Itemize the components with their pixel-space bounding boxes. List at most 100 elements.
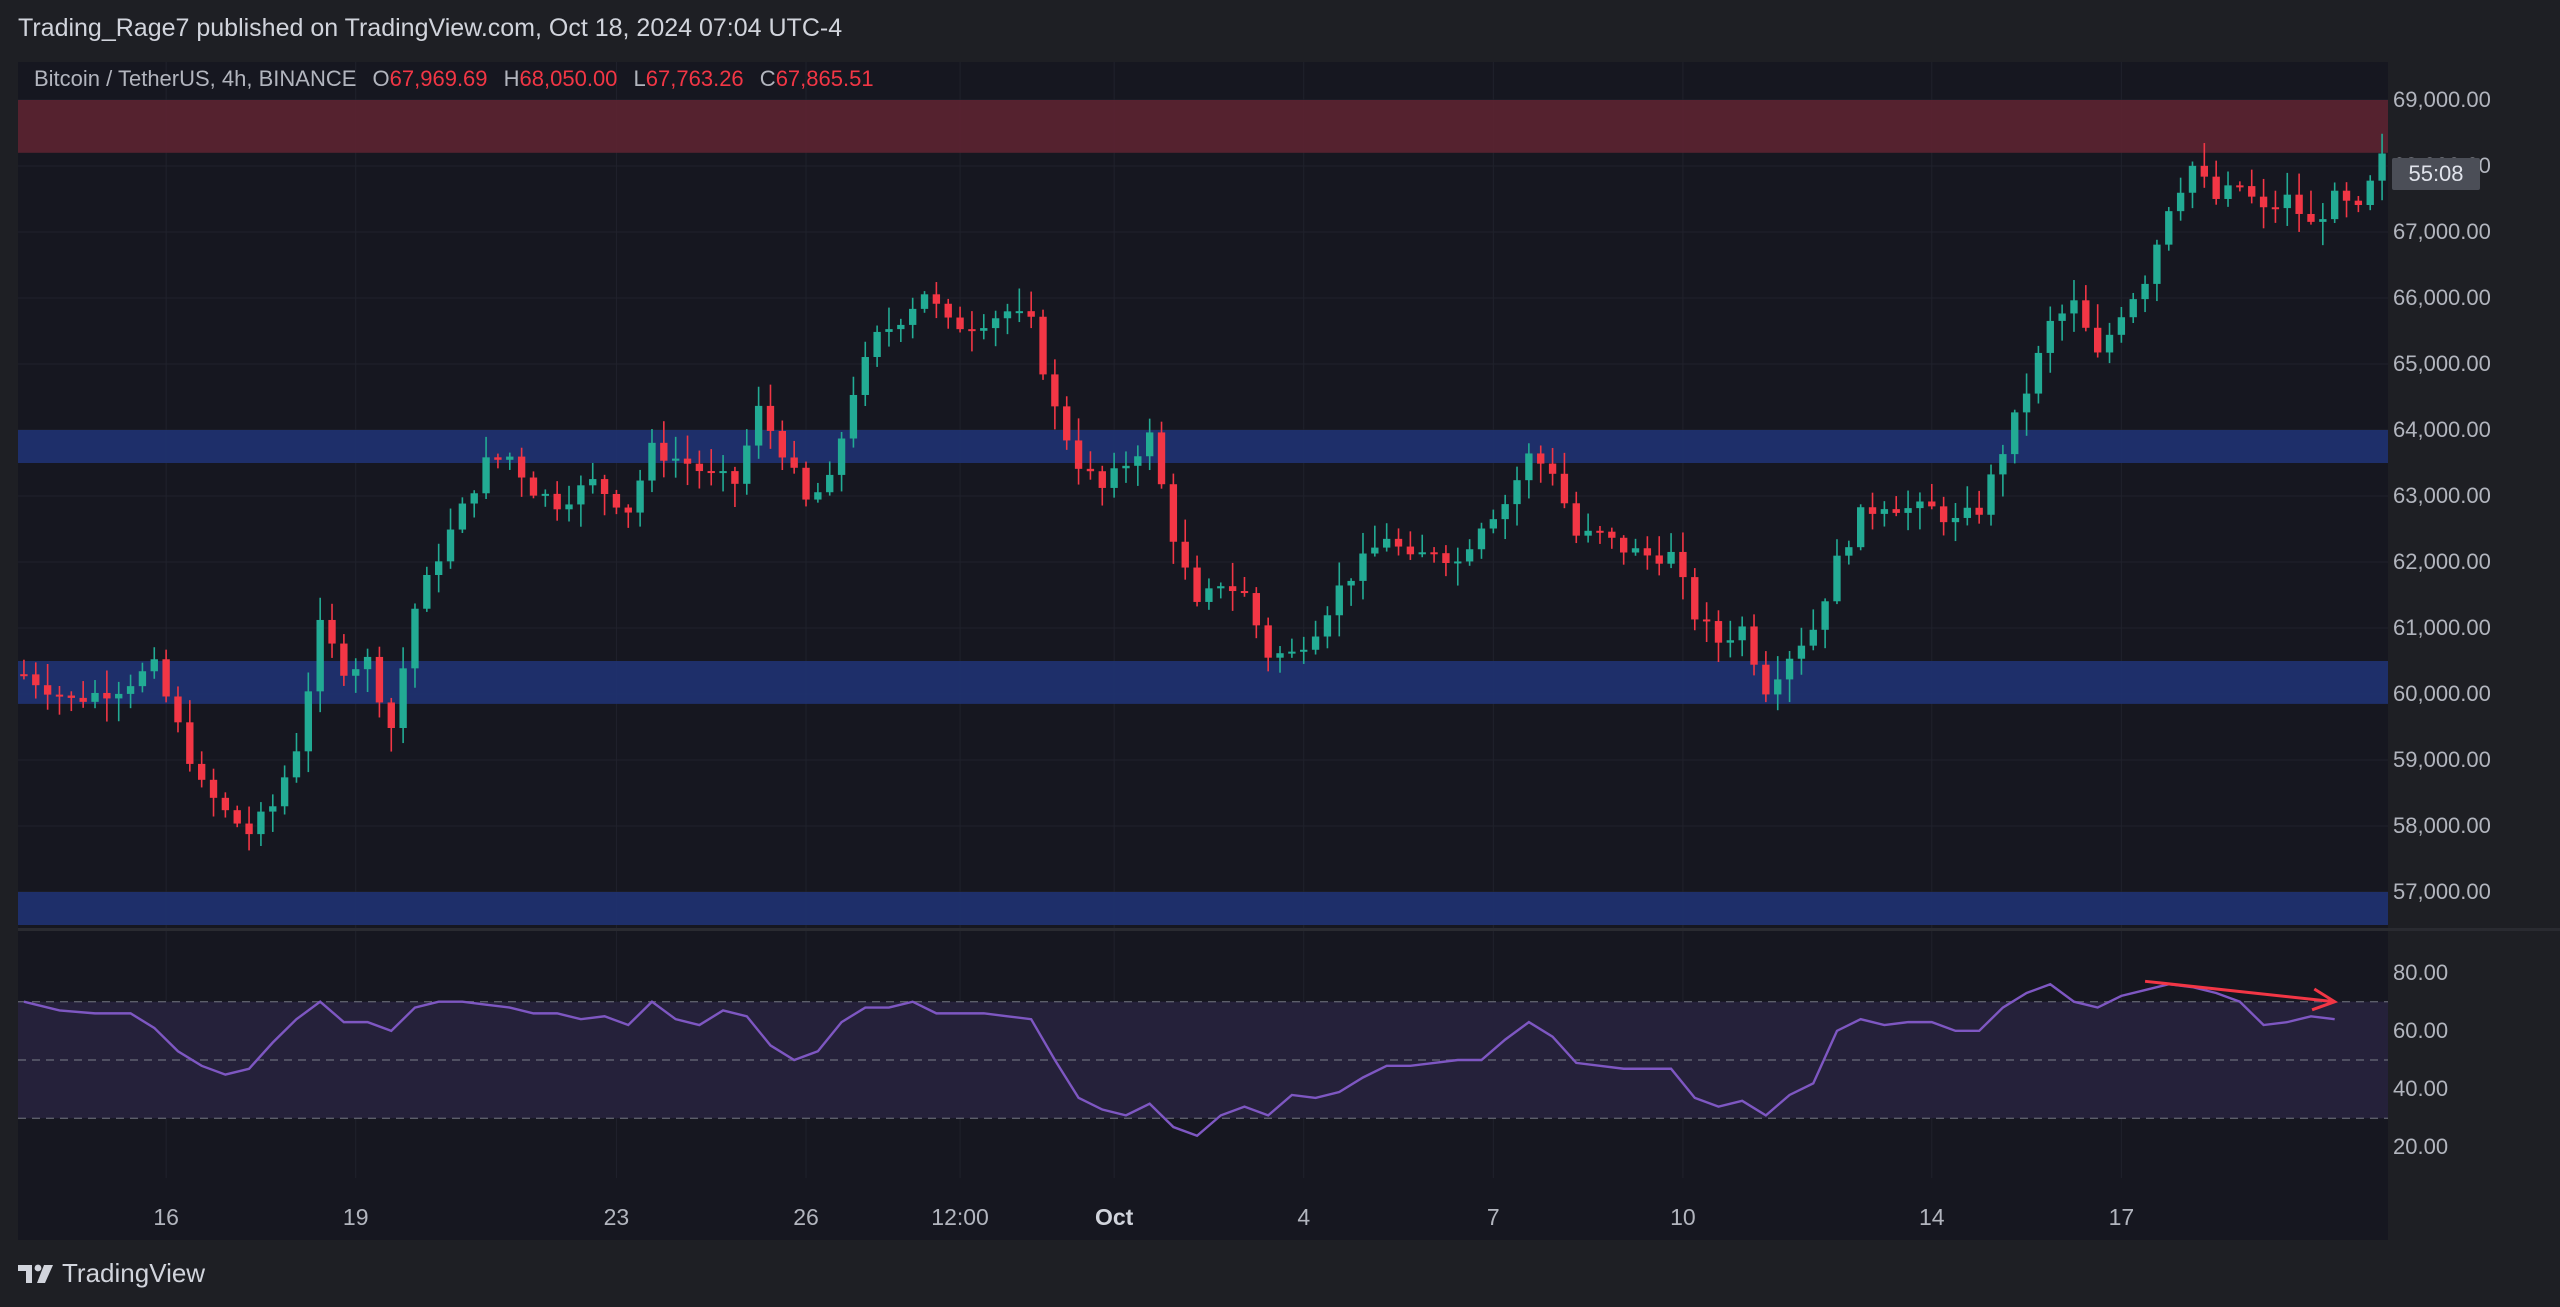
candle-body xyxy=(1264,625,1272,658)
candle-body xyxy=(2331,190,2339,220)
support-zone xyxy=(18,661,2388,704)
candle-body xyxy=(1383,538,1391,548)
candle-body xyxy=(1015,311,1023,314)
candle-body xyxy=(1987,474,1995,515)
time-axis-label: 26 xyxy=(793,1204,819,1230)
candle-body xyxy=(1880,509,1889,514)
candle-body xyxy=(399,668,407,729)
candle-body xyxy=(1442,553,1450,564)
candle-body xyxy=(2342,190,2351,201)
candle-body xyxy=(909,308,917,325)
candle-body xyxy=(1643,548,1652,556)
candle-body xyxy=(683,458,692,464)
price-axis-label: 63,000.00 xyxy=(2393,483,2491,508)
candle-body xyxy=(553,493,561,510)
candle-body xyxy=(2129,299,2137,318)
symbol-name: Bitcoin / TetherUS, 4h, BINANCE xyxy=(34,66,357,91)
candle-body xyxy=(103,692,111,699)
candle-body xyxy=(2034,352,2043,394)
candle-body xyxy=(2307,213,2315,222)
candle-body xyxy=(280,777,289,807)
candle-body xyxy=(2117,317,2126,335)
candle-body xyxy=(1608,531,1616,538)
candle-body xyxy=(482,457,490,494)
candle-body xyxy=(1074,440,1083,469)
candle-body xyxy=(1181,541,1189,568)
candle-body xyxy=(624,507,632,513)
time-axis-label: 16 xyxy=(153,1204,179,1230)
time-axis-label: 14 xyxy=(1918,1204,1945,1230)
candle-body xyxy=(2283,194,2291,209)
pane-divider[interactable] xyxy=(18,928,2560,931)
candle-body xyxy=(1904,508,1912,513)
candle-body xyxy=(2094,327,2102,353)
support-zone xyxy=(18,892,2388,925)
candle-body xyxy=(20,674,28,677)
candle-body xyxy=(2011,412,2019,455)
brand-name: TradingView xyxy=(62,1258,206,1288)
candle-body xyxy=(672,458,680,461)
candle-body xyxy=(1003,311,1012,319)
candle-body xyxy=(363,656,372,670)
candle-body xyxy=(1631,548,1640,553)
candle-body xyxy=(968,329,976,332)
candle-body xyxy=(387,702,395,729)
candle-body xyxy=(1951,517,1960,523)
candle-body xyxy=(1240,591,1249,594)
candle-body xyxy=(1063,406,1071,441)
divergence-arrowhead xyxy=(2311,987,2339,1012)
candle-body xyxy=(126,686,135,694)
candle-body xyxy=(541,493,549,496)
close-value: 67,865.51 xyxy=(775,66,874,91)
candle-body xyxy=(1655,555,1663,564)
candle-body xyxy=(719,471,727,474)
candle-body xyxy=(1406,546,1415,555)
candle-body xyxy=(589,479,597,486)
tradingview-logo[interactable]: TradingView xyxy=(18,1258,205,1289)
candle-body xyxy=(1394,538,1403,547)
candle-body xyxy=(1702,619,1711,622)
candle-body xyxy=(1323,615,1332,637)
candle-body xyxy=(814,492,822,500)
time-axis-label: 4 xyxy=(1297,1204,1311,1230)
candle-body xyxy=(1371,547,1379,554)
candle-body xyxy=(1975,507,1983,515)
symbol-legend[interactable]: Bitcoin / TetherUS, 4h, BINANCE O67,969.… xyxy=(34,66,874,92)
candle-body xyxy=(32,674,40,686)
candle-body xyxy=(1572,503,1580,536)
price-axis[interactable] xyxy=(2388,62,2560,1240)
candle-body xyxy=(636,480,644,513)
candle-body xyxy=(2271,207,2280,210)
candle-body xyxy=(1193,567,1201,602)
candle-body xyxy=(826,474,834,493)
candle-body xyxy=(766,405,775,431)
candle-body xyxy=(1596,530,1604,533)
candle-body xyxy=(695,463,704,472)
candle-body xyxy=(2236,185,2244,188)
candle-body xyxy=(340,643,348,676)
candle-body xyxy=(2046,320,2054,353)
rsi-axis-label: 40.00 xyxy=(2393,1076,2449,1102)
candle-body xyxy=(1714,621,1723,643)
candle-body xyxy=(861,357,869,395)
candle-body xyxy=(2188,165,2197,193)
candle-body xyxy=(1465,549,1474,562)
candle-body xyxy=(873,331,881,358)
candle-body xyxy=(1845,547,1853,556)
candle-body xyxy=(316,619,324,692)
candle-body xyxy=(209,779,218,798)
candle-body xyxy=(435,561,443,576)
candle-body xyxy=(375,656,384,703)
candle-body xyxy=(849,394,858,439)
low-label: L xyxy=(633,66,646,91)
candle-body xyxy=(565,504,573,510)
bar-countdown-badge: 55:08 xyxy=(2392,158,2480,190)
candle-body xyxy=(2366,180,2374,206)
candle-body xyxy=(115,693,123,699)
candle-body xyxy=(956,317,964,330)
candle-body xyxy=(1537,453,1545,464)
candle-body xyxy=(612,494,621,508)
candle-body xyxy=(600,479,609,495)
candle-body xyxy=(2176,192,2185,212)
